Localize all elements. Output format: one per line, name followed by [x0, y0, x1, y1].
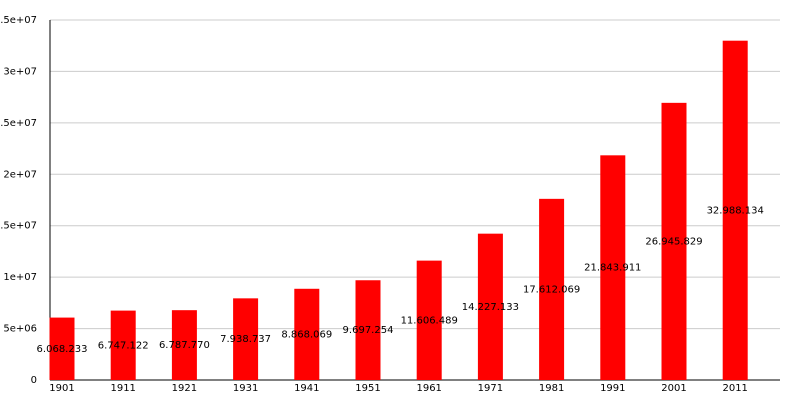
bar: [294, 288, 320, 380]
value-label: 11.606.489: [401, 315, 458, 326]
bar: [233, 298, 259, 380]
bar: [416, 260, 442, 380]
x-tick-label: 1911: [110, 383, 135, 394]
bar: [539, 198, 565, 380]
x-tick-label: 1921: [172, 383, 197, 394]
x-tick-label: 1901: [49, 383, 74, 394]
y-tick-label: 3.5e+07: [0, 15, 37, 26]
value-label: 6.787.770: [159, 340, 210, 351]
value-label: 14.227.133: [462, 302, 519, 313]
value-label: 17.612.069: [523, 284, 580, 295]
y-tick-label: 3e+07: [3, 66, 37, 77]
y-tick-label: 5e+06: [3, 324, 37, 335]
x-tick-label: 1961: [416, 383, 441, 394]
y-tick-label: 2.5e+07: [0, 118, 37, 129]
x-tick-label: 1951: [355, 383, 380, 394]
value-label: 6.747.122: [98, 340, 149, 351]
bar: [600, 155, 626, 380]
y-tick-label: 1e+07: [3, 272, 37, 283]
value-label: 6.068.233: [37, 344, 88, 355]
x-tick-label: 2011: [722, 383, 747, 394]
value-label: 32.988.134: [707, 205, 764, 216]
x-tick-label: 2001: [661, 383, 686, 394]
value-label: 21.843.911: [584, 263, 641, 274]
bar: [477, 233, 503, 380]
value-label: 9.697.254: [343, 325, 394, 336]
x-tick-label: 1941: [294, 383, 319, 394]
x-tick-label: 1981: [539, 383, 564, 394]
bar: [722, 40, 748, 380]
value-label: 7.938.737: [220, 334, 271, 345]
bar: [661, 102, 687, 381]
bar: [355, 280, 381, 380]
y-tick-label: 2e+07: [3, 169, 37, 180]
bar: [171, 310, 197, 380]
x-tick-label: 1971: [478, 383, 503, 394]
x-tick-label: 1931: [233, 383, 258, 394]
y-tick-label: 0: [31, 375, 37, 386]
bar: [110, 310, 136, 380]
value-label: 8.868.069: [281, 329, 332, 340]
bar: [49, 317, 75, 380]
value-label: 26.945.829: [645, 236, 702, 247]
y-tick-label: 1.5e+07: [0, 221, 37, 232]
x-tick-label: 1991: [600, 383, 625, 394]
